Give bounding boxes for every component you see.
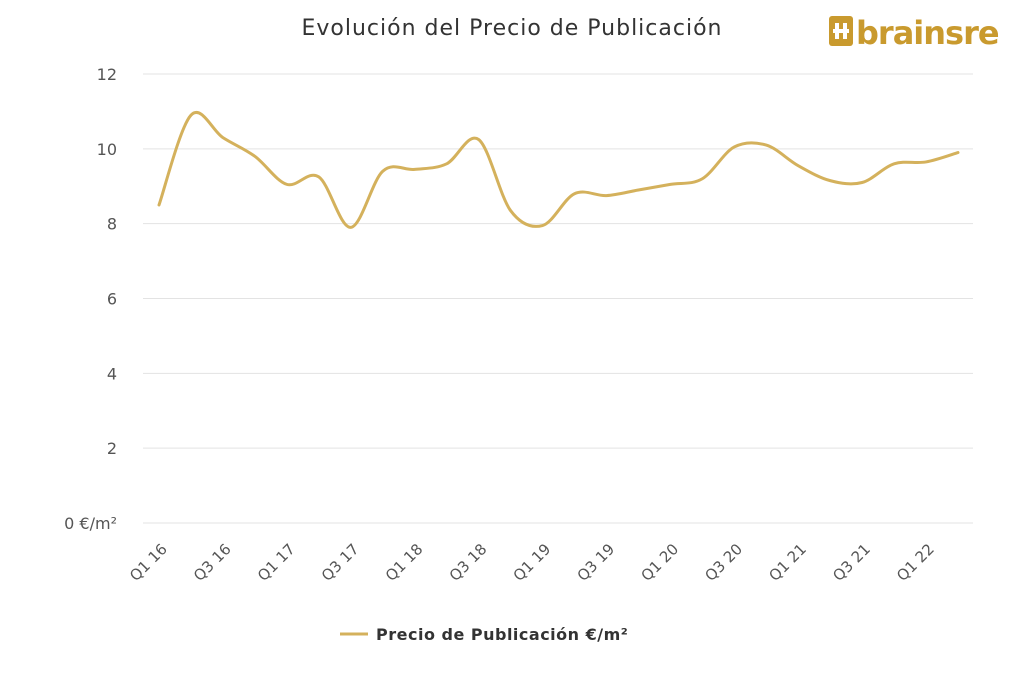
data-point[interactable]	[153, 199, 165, 211]
y-tick-label: 10	[97, 140, 117, 159]
series-layer	[153, 109, 964, 233]
grid-lines	[143, 73, 973, 524]
data-point[interactable]	[473, 133, 485, 145]
data-point[interactable]	[760, 139, 772, 151]
data-point[interactable]	[217, 132, 229, 144]
y-tick-label: 6	[107, 290, 117, 309]
data-point[interactable]	[505, 205, 517, 217]
data-point[interactable]	[952, 147, 964, 159]
data-point[interactable]	[185, 109, 197, 121]
data-point[interactable]	[600, 190, 612, 202]
x-tick-label: Q3 20	[701, 540, 746, 585]
data-point[interactable]	[888, 158, 900, 170]
x-tick-label: Q1 17	[254, 540, 299, 585]
data-point[interactable]	[824, 175, 836, 187]
legend[interactable]: Precio de Publicación €/m²	[340, 625, 628, 644]
logo-text: brainsre	[856, 14, 999, 52]
y-tick-label: 0 €/m²	[64, 514, 117, 533]
x-tick-label: Q1 16	[126, 540, 171, 585]
x-tick-label: Q3 21	[829, 540, 874, 585]
y-axis-ticks: 0 €/m² 2 4 6 8 10 12	[64, 65, 117, 533]
data-point[interactable]	[281, 178, 293, 190]
data-point[interactable]	[568, 188, 580, 200]
data-point[interactable]	[313, 171, 325, 183]
y-tick-label: 8	[107, 215, 117, 234]
data-point[interactable]	[920, 156, 932, 168]
data-point[interactable]	[441, 158, 453, 170]
x-tick-label: Q1 18	[382, 540, 427, 585]
chart-title: Evolución del Precio de Publicación	[302, 16, 723, 41]
data-point[interactable]	[249, 150, 261, 162]
data-point[interactable]	[664, 178, 676, 190]
x-axis-ticks: Q1 16 Q3 16 Q1 17 Q3 17 Q1 18 Q3 18 Q1 19 Q3 19…	[126, 540, 938, 585]
data-point[interactable]	[728, 141, 740, 153]
x-tick-label: Q1 19	[510, 540, 555, 585]
data-point[interactable]	[856, 177, 868, 189]
data-point[interactable]	[377, 165, 389, 177]
data-point[interactable]	[409, 163, 421, 175]
series-line[interactable]	[157, 111, 960, 229]
y-tick-label: 4	[107, 364, 117, 383]
data-point[interactable]	[696, 173, 708, 185]
x-tick-label: Q1 22	[893, 540, 938, 585]
x-tick-label: Q1 21	[765, 540, 810, 585]
y-tick-label: 2	[107, 439, 117, 458]
x-tick-label: Q1 20	[637, 540, 682, 585]
x-tick-label: Q3 17	[318, 540, 363, 585]
data-point[interactable]	[632, 184, 644, 196]
x-tick-label: Q3 19	[574, 540, 619, 585]
brainsre-logo: brainsre	[829, 14, 1000, 52]
data-point[interactable]	[345, 221, 357, 233]
data-point[interactable]	[537, 220, 549, 232]
data-point[interactable]	[792, 160, 804, 172]
x-tick-label: Q3 18	[446, 540, 491, 585]
y-tick-label: 12	[97, 65, 117, 84]
legend-label: Precio de Publicación €/m²	[376, 625, 628, 644]
x-tick-label: Q3 16	[190, 540, 235, 585]
